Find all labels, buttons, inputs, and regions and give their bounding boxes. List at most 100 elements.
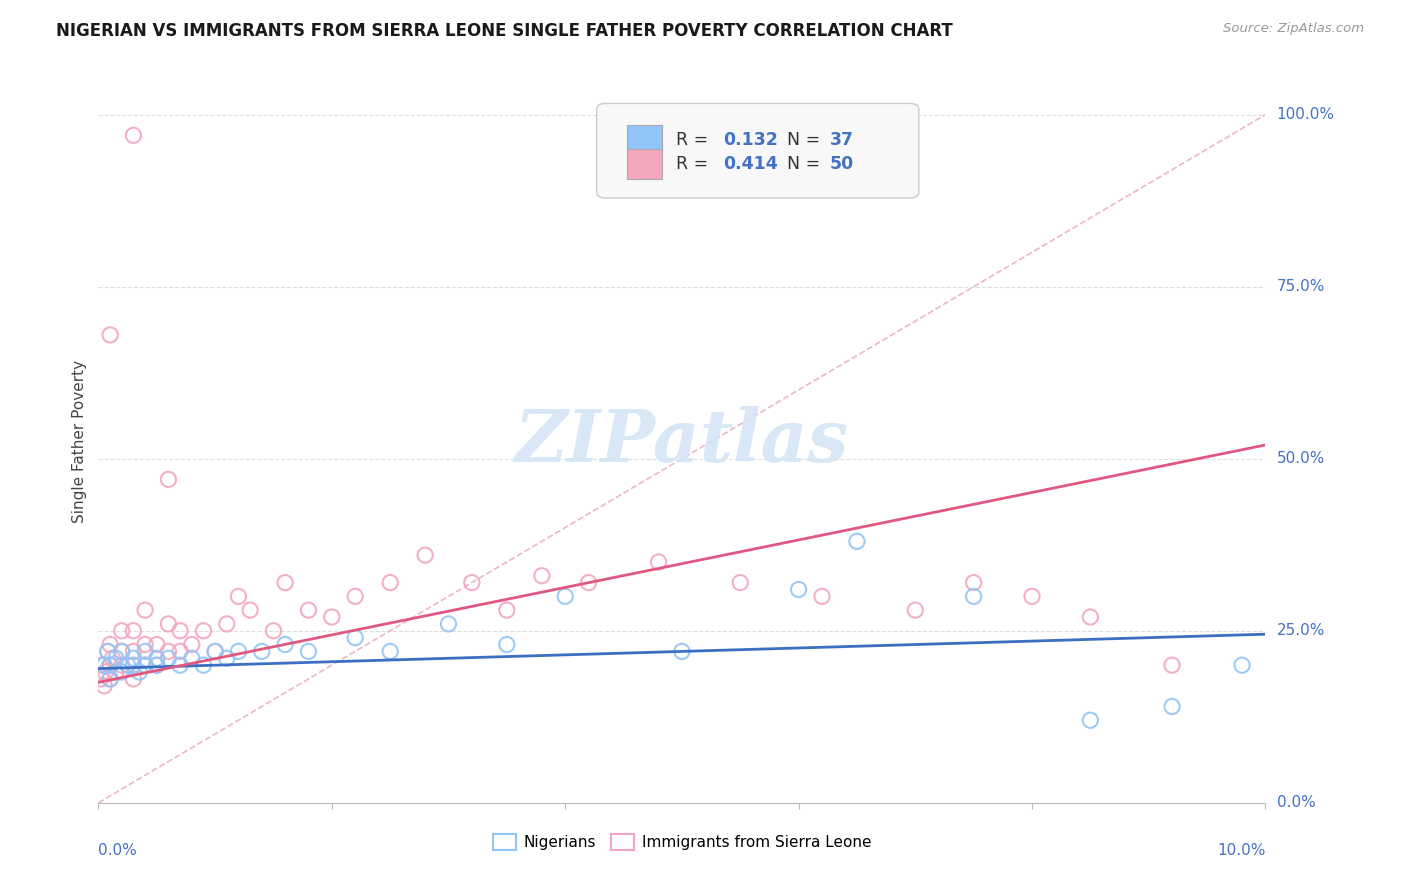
Point: [228, 644, 250, 658]
Text: 10.0%: 10.0%: [1218, 843, 1265, 857]
Point: [846, 534, 869, 549]
Point: [215, 616, 238, 631]
Text: ZIPatlas: ZIPatlas: [515, 406, 849, 477]
Point: [146, 658, 169, 673]
Point: [496, 603, 519, 617]
Point: [134, 638, 156, 652]
Text: 0.414: 0.414: [723, 155, 778, 173]
Point: [1161, 699, 1184, 714]
Text: R =: R =: [676, 155, 714, 173]
Point: [578, 575, 600, 590]
Point: [413, 548, 436, 562]
Point: [496, 638, 519, 652]
Point: [730, 575, 752, 590]
Point: [111, 624, 134, 638]
Point: [134, 603, 156, 617]
Point: [204, 644, 226, 658]
Point: [98, 327, 121, 342]
Point: [98, 672, 121, 686]
Point: [157, 651, 180, 665]
Point: [169, 624, 191, 638]
Point: [128, 665, 150, 679]
Text: 50.0%: 50.0%: [1277, 451, 1324, 467]
Point: [111, 644, 134, 658]
Text: R =: R =: [676, 131, 714, 149]
Point: [180, 651, 202, 665]
Point: [111, 644, 134, 658]
Point: [380, 575, 402, 590]
Point: [117, 658, 139, 673]
Point: [671, 644, 693, 658]
Point: [122, 644, 145, 658]
Text: NIGERIAN VS IMMIGRANTS FROM SIERRA LEONE SINGLE FATHER POVERTY CORRELATION CHART: NIGERIAN VS IMMIGRANTS FROM SIERRA LEONE…: [56, 22, 953, 40]
Point: [647, 555, 669, 569]
Text: Source: ZipAtlas.com: Source: ZipAtlas.com: [1223, 22, 1364, 36]
Point: [215, 651, 238, 665]
Point: [1161, 658, 1184, 673]
Point: [180, 638, 202, 652]
Point: [962, 575, 984, 590]
Point: [122, 651, 145, 665]
Point: [380, 644, 402, 658]
Point: [111, 658, 134, 673]
Point: [93, 679, 115, 693]
Point: [98, 658, 121, 673]
Point: [146, 651, 169, 665]
Point: [193, 658, 215, 673]
Point: [228, 590, 250, 604]
Legend: Nigerians, Immigrants from Sierra Leone: Nigerians, Immigrants from Sierra Leone: [486, 829, 877, 856]
Point: [204, 644, 226, 658]
Y-axis label: Single Father Poverty: Single Father Poverty: [72, 360, 87, 523]
Point: [437, 616, 460, 631]
Point: [193, 624, 215, 638]
Point: [157, 616, 180, 631]
Point: [344, 590, 367, 604]
Text: 0.132: 0.132: [723, 131, 778, 149]
Point: [104, 651, 127, 665]
Point: [122, 658, 145, 673]
FancyBboxPatch shape: [627, 149, 662, 179]
Point: [122, 672, 145, 686]
Text: 75.0%: 75.0%: [1277, 279, 1324, 294]
Point: [122, 624, 145, 638]
Point: [93, 658, 115, 673]
Text: 50: 50: [830, 155, 855, 173]
Point: [157, 644, 180, 658]
Text: N =: N =: [787, 155, 825, 173]
Point: [554, 590, 576, 604]
Point: [530, 568, 553, 582]
Point: [122, 128, 145, 143]
Point: [169, 658, 191, 673]
Text: 0.0%: 0.0%: [1277, 796, 1315, 810]
Point: [262, 624, 284, 638]
FancyBboxPatch shape: [627, 125, 662, 155]
Point: [321, 610, 343, 624]
Point: [90, 672, 112, 686]
Point: [146, 638, 169, 652]
Point: [1021, 590, 1043, 604]
Text: 0.0%: 0.0%: [98, 843, 138, 857]
Point: [1080, 610, 1102, 624]
Point: [297, 644, 319, 658]
Point: [111, 665, 134, 679]
Point: [134, 644, 156, 658]
Text: 100.0%: 100.0%: [1277, 107, 1334, 122]
Point: [787, 582, 810, 597]
Point: [904, 603, 927, 617]
Point: [97, 644, 120, 658]
Point: [98, 658, 121, 673]
Text: N =: N =: [787, 131, 825, 149]
Point: [104, 665, 127, 679]
Point: [344, 631, 367, 645]
Point: [461, 575, 484, 590]
Point: [146, 658, 169, 673]
Point: [94, 665, 117, 679]
Point: [134, 658, 156, 673]
Text: 25.0%: 25.0%: [1277, 624, 1324, 639]
Point: [962, 590, 984, 604]
Point: [274, 575, 297, 590]
Point: [101, 651, 124, 665]
Point: [157, 472, 180, 486]
Point: [1230, 658, 1253, 673]
Point: [1080, 713, 1102, 727]
